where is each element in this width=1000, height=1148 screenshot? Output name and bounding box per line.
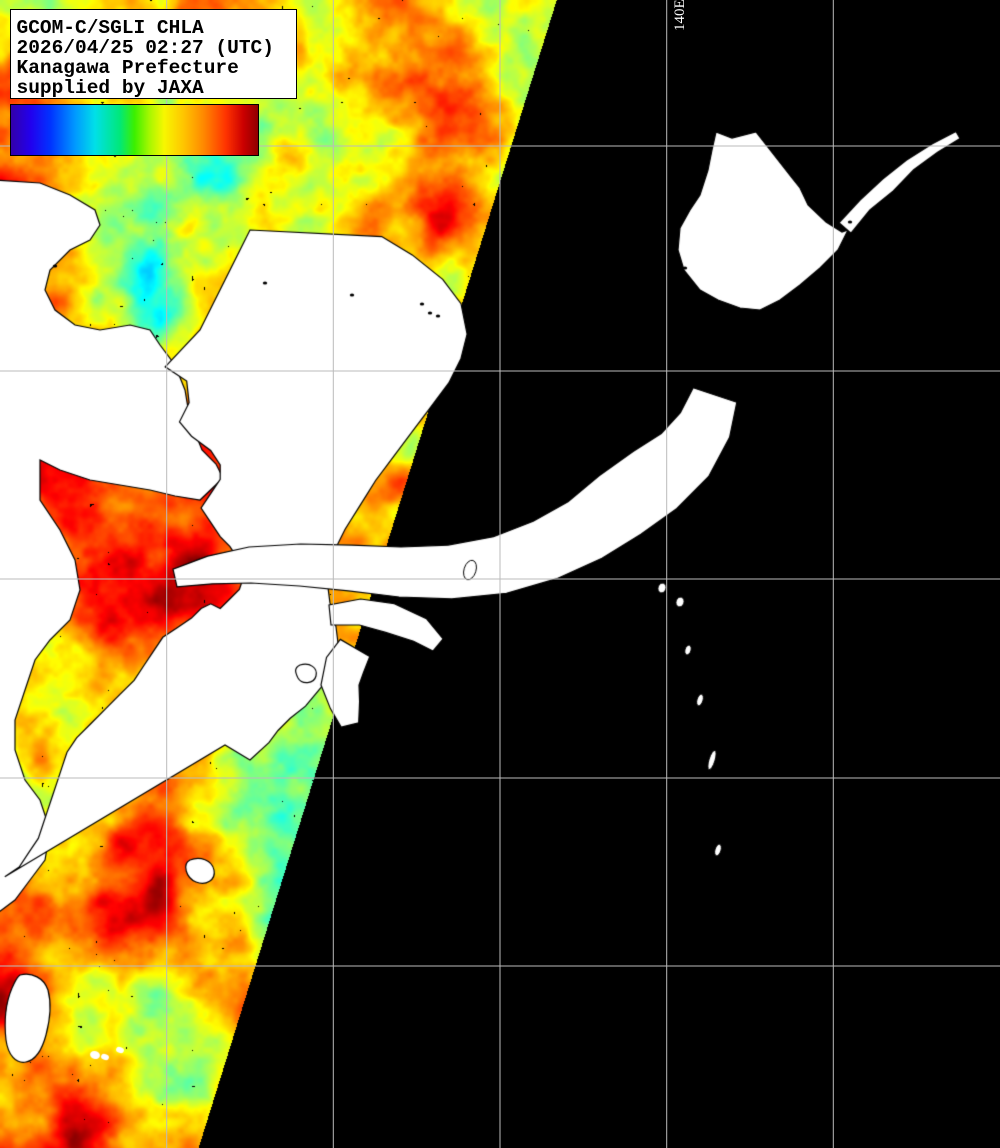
svg-text:140E: 140E: [672, 0, 688, 31]
svg-text:40N: 40N: [2, 352, 28, 368]
